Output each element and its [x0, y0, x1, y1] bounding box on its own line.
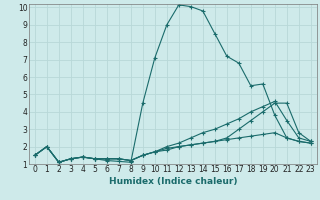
X-axis label: Humidex (Indice chaleur): Humidex (Indice chaleur)	[108, 177, 237, 186]
